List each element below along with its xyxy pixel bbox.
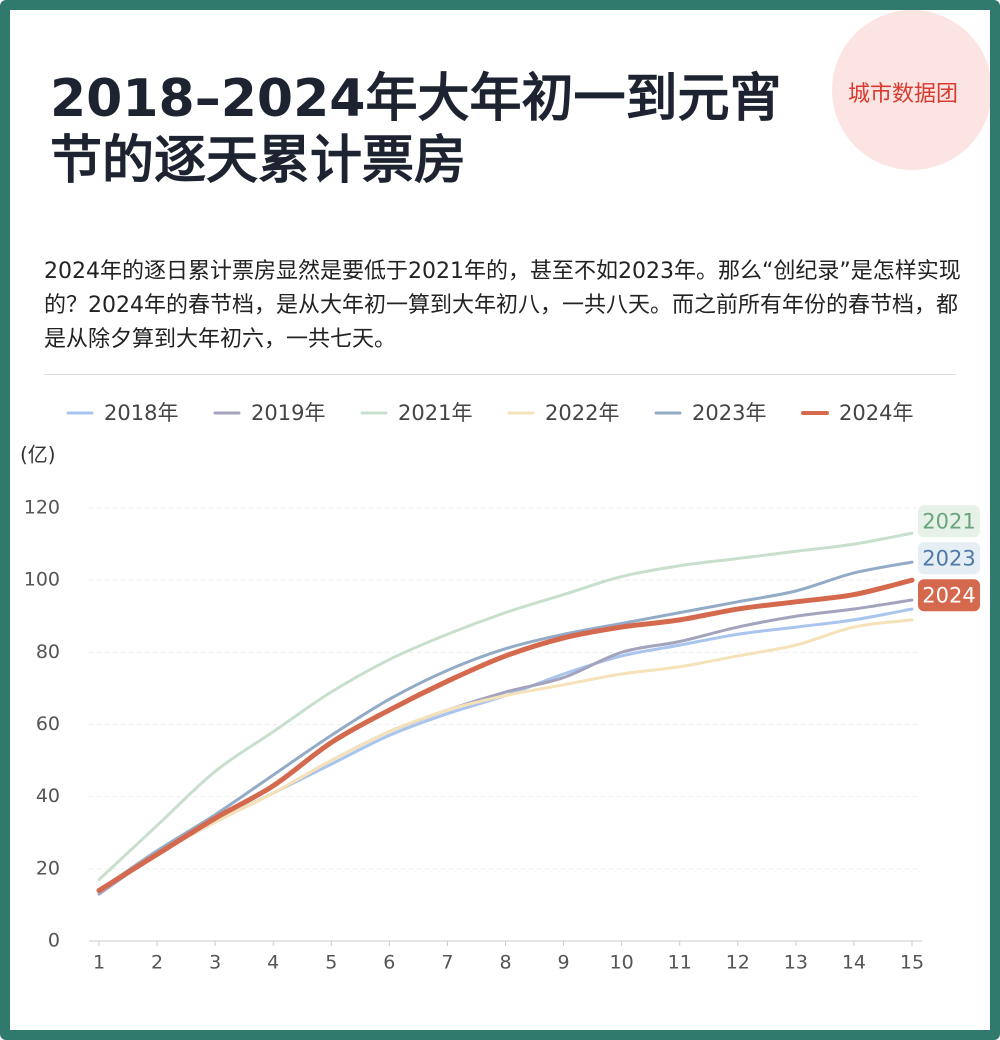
legend-label: 2023年	[692, 401, 766, 425]
chart-title: 2018–2024年大年初一到元宵节的逐天累计票房	[50, 69, 782, 191]
series-line	[97, 560, 914, 892]
x-tick-label: 11	[668, 952, 692, 974]
series-line	[97, 598, 914, 896]
legend-label: 2022年	[545, 401, 619, 425]
end-label-box	[918, 542, 980, 575]
x-tick-label: 12	[726, 952, 750, 974]
x-tick-label: 6	[383, 952, 395, 974]
x-tick-label: 9	[558, 952, 570, 974]
end-label-box	[918, 505, 980, 538]
divider	[44, 374, 956, 375]
y-tick-label: 100	[24, 569, 60, 591]
y-tick-label: 40	[36, 785, 60, 807]
series-line	[97, 531, 914, 882]
x-tick-label: 13	[784, 952, 808, 974]
x-tick-label: 4	[267, 952, 279, 974]
y-tick-label: 20	[36, 857, 60, 879]
x-tick-label: 3	[209, 952, 221, 974]
x-tick-label: 14	[842, 952, 866, 974]
legend-label: 2018年	[104, 401, 178, 425]
end-label: 2021	[922, 509, 975, 533]
y-tick-label: 60	[36, 713, 60, 735]
legend-label: 2019年	[251, 401, 325, 425]
x-tick-label: 15	[900, 952, 924, 974]
legend-label: 2021年	[398, 401, 472, 425]
series-line	[96, 577, 915, 893]
legend-label: 2024年	[839, 401, 913, 425]
x-tick-label: 1	[93, 952, 105, 974]
x-tick-label: 5	[325, 952, 337, 974]
watermark: 城市数据团	[848, 82, 959, 107]
x-tick-label: 7	[441, 952, 453, 974]
y-tick-label: 120	[24, 497, 60, 519]
watermark-circle	[832, 10, 990, 170]
series-line	[97, 618, 914, 892]
x-tick-label: 10	[610, 952, 634, 974]
subtitle: 2024年的逐日累计票房显然是要低于2021年的，甚至不如2023年。那么“创纪…	[44, 259, 961, 352]
x-tick-label: 8	[499, 952, 511, 974]
x-tick-label: 2	[151, 952, 163, 974]
y-tick-label: 0	[48, 930, 60, 952]
series-line	[97, 607, 914, 892]
end-label-box	[918, 579, 980, 612]
end-label: 2024	[922, 583, 975, 607]
y-tick-label: 80	[36, 641, 60, 663]
y-axis-label: (亿)	[20, 443, 56, 467]
end-label: 2023	[922, 546, 975, 570]
